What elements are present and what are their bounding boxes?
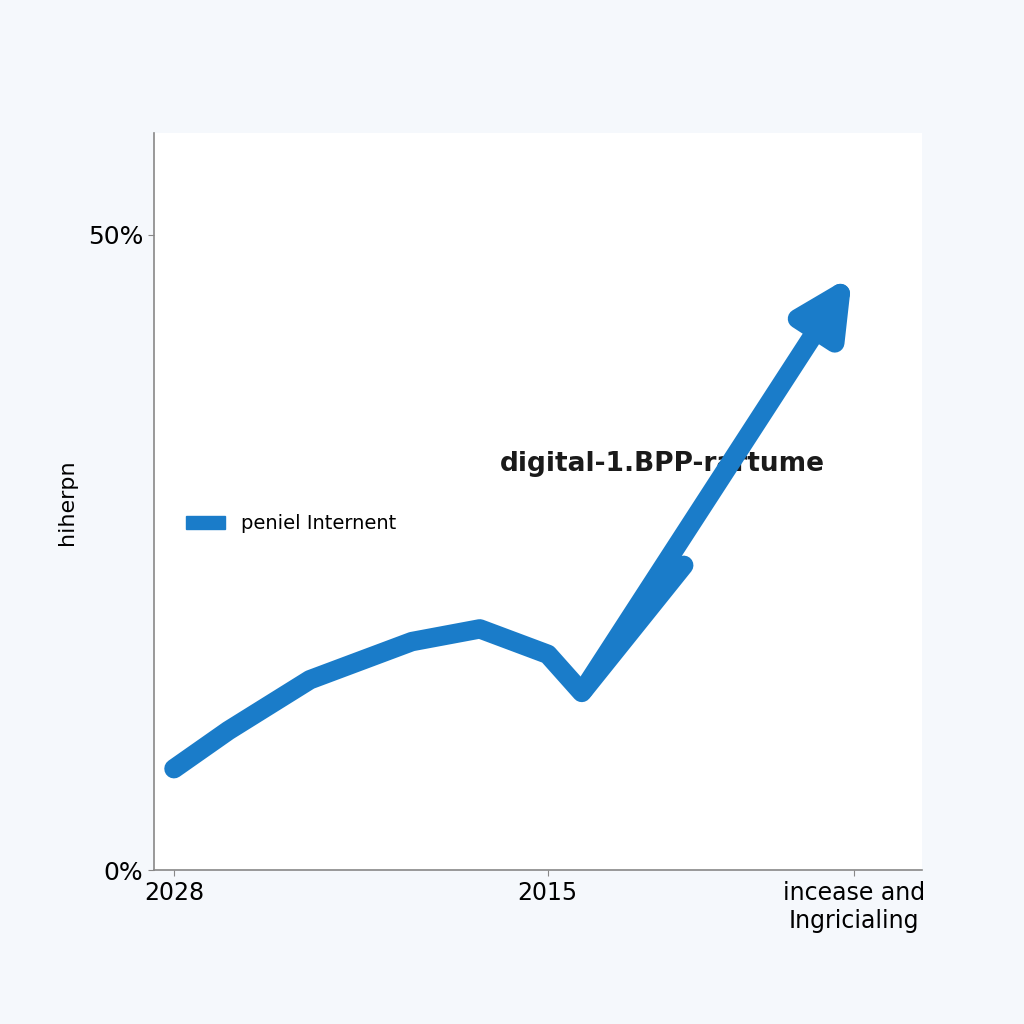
- Text: digital-1.BPP-rartume: digital-1.BPP-rartume: [500, 451, 825, 476]
- Y-axis label: hiherpn: hiherpn: [56, 459, 77, 545]
- Legend: peniel Internent: peniel Internent: [178, 507, 403, 541]
